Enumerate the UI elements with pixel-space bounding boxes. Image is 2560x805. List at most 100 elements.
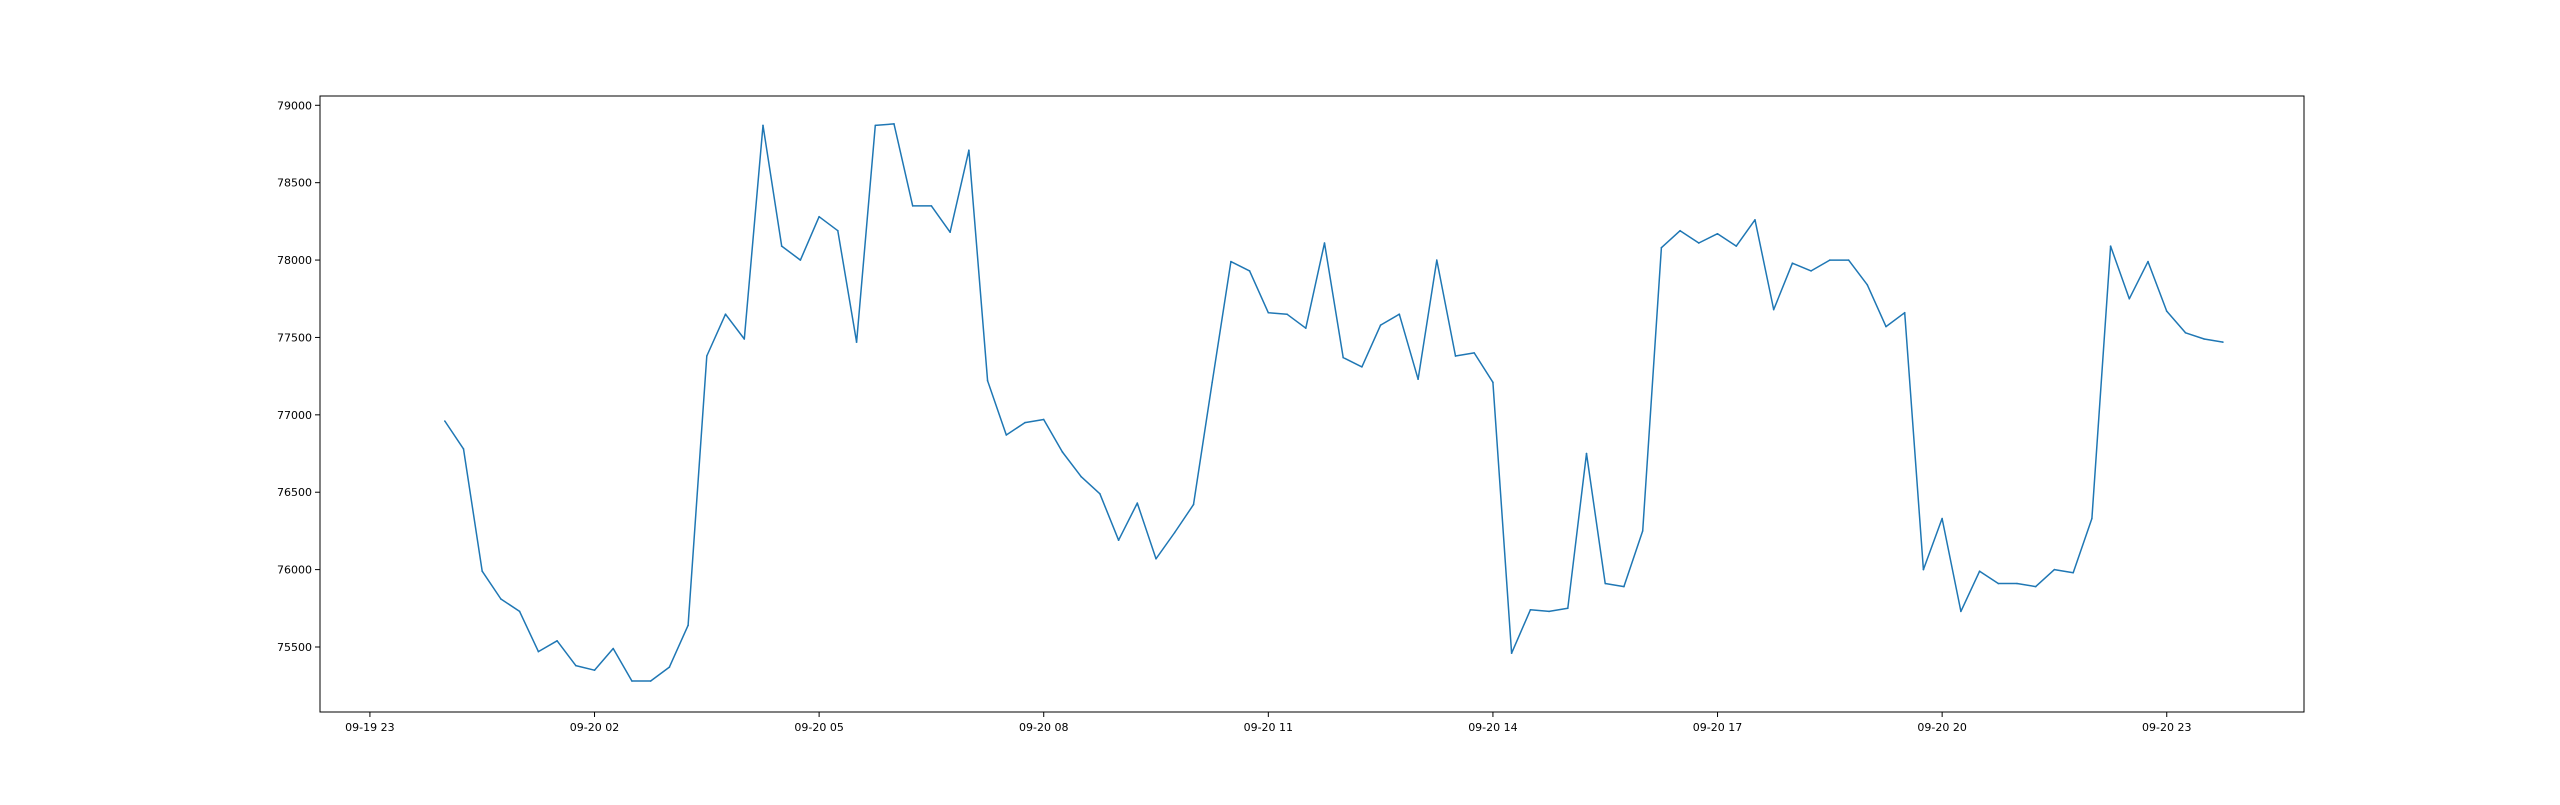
data-point [1005,434,1008,436]
y-tick-label: 78500 [277,177,312,190]
y-tick-label: 78000 [277,254,312,267]
data-point [2034,585,2037,588]
data-point [2053,568,2056,571]
data-point [1323,242,1326,244]
data-point [631,680,633,682]
data-point [668,666,671,668]
data-point [1791,262,1794,264]
x-tick-label: 09-20 20 [1917,721,1966,734]
data-point [1623,585,1625,588]
data-point [1960,610,1962,613]
data-point [743,338,746,340]
data-point [1510,652,1513,654]
data-point [837,229,839,232]
data-point [1698,242,1700,244]
data-point [1435,259,1438,261]
data-point [1304,327,1307,329]
y-tick-label: 76000 [277,564,312,577]
data-point [1136,502,1139,504]
data-point [537,650,540,653]
data-point [874,124,877,127]
series-layer [443,123,2224,682]
data-point [1398,313,1401,316]
data-point [2016,582,2018,585]
x-tick-label: 09-20 11 [1244,721,1293,734]
data-point [1997,582,2000,585]
data-point [481,570,484,572]
data-point [1230,260,1232,263]
data-point [2203,338,2205,340]
data-point [1061,451,1064,453]
data-point [1473,352,1476,354]
data-point [1286,313,1288,316]
data-point [1529,609,1532,611]
y-tick-label: 76500 [277,486,312,499]
x-tick-label: 09-20 08 [1019,721,1068,734]
data-point [1641,530,1644,532]
data-point [500,598,502,600]
y-axis: 75500 76000 76500 77000 77500 78000 78500 79000 [277,99,320,654]
x-tick-label: 09-20 23 [2142,721,2191,734]
data-point [762,124,764,127]
data-point [1192,503,1195,506]
y-tick-label: 79000 [277,99,312,112]
data-point [724,313,727,316]
data-point [1735,245,1738,247]
data-point [2091,517,2093,520]
data-point [2147,260,2149,263]
data-point [1361,366,1363,368]
data-point [799,259,802,261]
data-point [2128,297,2131,300]
data-point [949,231,951,234]
data-point [1585,452,1588,455]
data-point [1772,308,1775,311]
y-tick-label: 75500 [277,641,312,654]
data-point [1829,259,1831,261]
data-point [2072,571,2074,574]
data-point [1866,284,1869,286]
data-point [1847,259,1850,261]
data-point [706,355,708,357]
data-point [1173,531,1176,534]
data-point [1042,418,1045,421]
plot-frame [319,95,2305,713]
data-point [1978,570,1981,572]
data-point [893,123,895,125]
x-axis: 09-19 23 09-20 02 09-20 05 09-20 08 09-20 11… [345,712,2191,734]
data-point [1342,356,1344,359]
data-point [574,664,577,667]
data-point [612,647,615,650]
data-point [1941,517,1943,520]
data-point [2222,341,2224,343]
data-point [1716,232,1719,235]
data-point [1454,355,1457,357]
data-point [818,215,820,218]
x-tick-label: 09-20 17 [1693,721,1742,734]
data-point [687,624,689,627]
data-point [1211,381,1213,384]
data-point [1492,381,1494,384]
data-point [1248,270,1251,272]
data-point [2165,310,2168,312]
data-point [1679,229,1681,232]
data-point [443,420,446,422]
data-point [1548,610,1550,613]
data-point [968,149,970,151]
data-point [1117,539,1120,542]
data-point [2109,245,2112,247]
data-point [1604,582,1607,585]
data-point [462,448,465,450]
data-point [518,610,521,613]
data-point [1922,568,1925,571]
data-point [1099,492,1101,495]
data-point [1080,475,1082,478]
data-point [1379,324,1382,326]
y-tick-label: 77000 [277,409,312,422]
data-point [1566,607,1569,610]
data-point [1810,270,1812,272]
x-tick-label: 09-20 14 [1468,721,1517,734]
data-point [1885,325,1887,328]
